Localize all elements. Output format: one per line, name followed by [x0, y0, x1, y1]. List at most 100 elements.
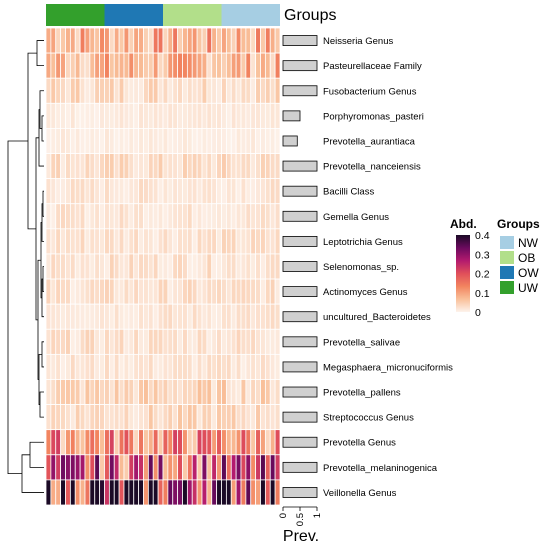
heatmap-cell [147, 454, 154, 481]
heatmap-cell [196, 253, 203, 280]
heatmap-cell [225, 278, 232, 305]
heatmap-cell [74, 52, 81, 79]
heatmap-cell [157, 404, 164, 431]
heatmap-cell [123, 454, 130, 481]
heatmap-cell [113, 178, 120, 205]
heatmap-cell [118, 52, 125, 79]
heatmap-cell [221, 203, 227, 230]
heatmap-cell [50, 303, 57, 330]
heatmap-cell [225, 404, 232, 431]
heatmap-cell [152, 178, 159, 205]
heatmap-cell [113, 328, 120, 355]
heatmap-cell [196, 77, 203, 104]
heatmap-cell [206, 102, 213, 129]
heatmap-cell [182, 153, 188, 180]
heatmap-cell [172, 328, 179, 355]
heatmap-cell [128, 27, 135, 54]
heatmap-cell [45, 77, 52, 104]
heatmap-cell [235, 454, 242, 481]
heatmap-cell [206, 479, 213, 506]
prevalence-tick-label: 1 [312, 513, 323, 518]
heatmap-cell [240, 77, 247, 104]
heatmap-cell [157, 203, 164, 230]
heatmap-cell [177, 404, 183, 431]
heatmap-cell [128, 353, 135, 380]
heatmap-cell [255, 128, 261, 154]
heatmap-cell [133, 178, 140, 205]
heatmap-cell [221, 178, 227, 205]
heatmap-cell [177, 429, 183, 456]
heatmap-cell [118, 454, 125, 481]
heatmap-cell [79, 328, 86, 355]
heatmap-cell [143, 303, 149, 330]
heatmap-cell [167, 278, 174, 305]
row-label: Streptococcus Genus [323, 413, 414, 424]
dendrogram-branch [36, 40, 44, 67]
heatmap-cell [113, 228, 120, 255]
heatmap-cell [89, 27, 96, 54]
heatmap-cell [128, 379, 135, 405]
prevalence-bar [282, 436, 318, 448]
heatmap-cell [235, 102, 242, 129]
heatmap-cell [89, 379, 96, 405]
heatmap-cell [230, 178, 237, 205]
heatmap-cell [65, 278, 71, 305]
heatmap-cell [274, 379, 281, 405]
heatmap-cell [182, 102, 188, 129]
heatmap-cell [206, 454, 213, 481]
heatmap-cell [157, 153, 164, 180]
heatmap-cell [108, 454, 115, 481]
heatmap-cell [89, 52, 96, 79]
heatmap-cell [182, 52, 188, 79]
heatmap-cell [138, 228, 144, 255]
heatmap-cell [264, 353, 271, 380]
heatmap-cell [74, 153, 81, 180]
heatmap-cell [60, 102, 66, 129]
heatmap-cell [245, 203, 252, 230]
heatmap-cell [128, 479, 135, 506]
heatmap-cell [172, 203, 179, 230]
heatmap-cell [221, 454, 227, 481]
heatmap-cell [167, 303, 174, 330]
heatmap-cell [118, 353, 125, 380]
heatmap-cell [274, 228, 281, 255]
row-label: Prevotella_pallens [323, 388, 401, 399]
heatmap-cell [201, 52, 208, 79]
heatmap-cell [157, 52, 164, 79]
heatmap-cell [201, 429, 208, 456]
heatmap-cell [113, 253, 120, 280]
heatmap-cell [255, 153, 261, 180]
heatmap-cell [84, 203, 91, 230]
heatmap-cell [216, 102, 222, 129]
heatmap-cell [79, 102, 86, 129]
heatmap-cell [172, 153, 179, 180]
heatmap-cell [128, 429, 135, 456]
heatmap-cell [50, 429, 57, 456]
heatmap-cell [240, 178, 247, 205]
heatmap-cell [138, 303, 144, 330]
heatmap-cell [177, 253, 183, 280]
heatmap-cell [108, 102, 115, 129]
heatmap-cell [65, 253, 71, 280]
heatmap-cell [60, 228, 66, 255]
heatmap-cell [167, 353, 174, 380]
heatmap-cell [69, 328, 76, 355]
heatmap-cell [143, 253, 149, 280]
heatmap-cell [269, 52, 276, 79]
heatmap-cell [221, 102, 227, 129]
heatmap-cell [123, 27, 130, 54]
heatmap-cell [221, 379, 227, 405]
heatmap-cell [133, 454, 140, 481]
heatmap-cell [245, 429, 252, 456]
heatmap-cell [216, 77, 222, 104]
heatmap-cell [225, 429, 232, 456]
heatmap-cell [216, 379, 222, 405]
heatmap-cell [94, 228, 101, 255]
row-label: Prevotella Genus [323, 438, 396, 449]
heatmap-cell [274, 77, 281, 104]
heatmap-cell [211, 178, 218, 205]
heatmap-cell [201, 178, 208, 205]
heatmap-cell [191, 77, 198, 104]
heatmap-cell [162, 178, 169, 205]
